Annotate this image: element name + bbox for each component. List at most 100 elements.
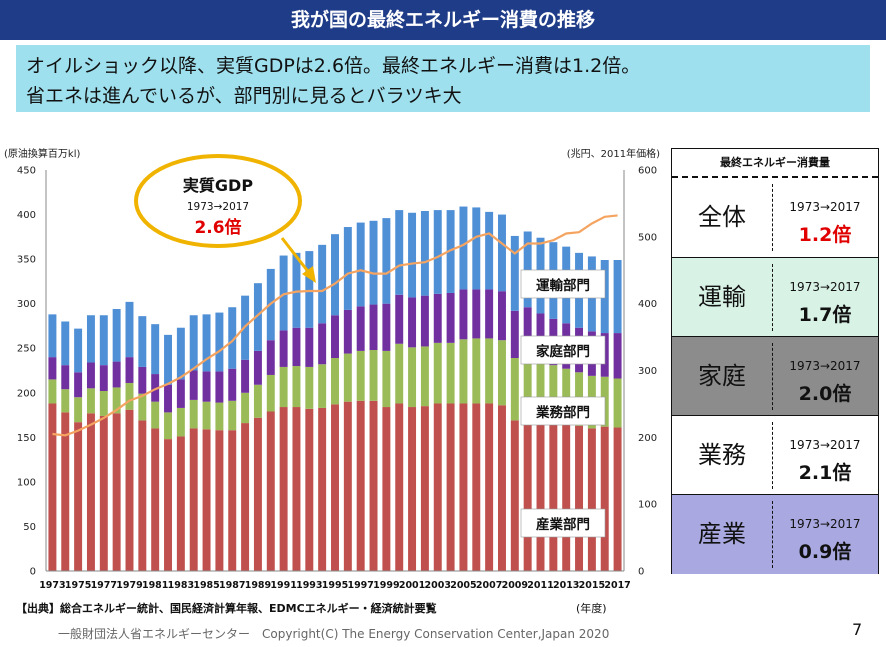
summary-row-ratio: 2.1倍 xyxy=(798,462,852,484)
bar-household-1981 xyxy=(151,374,160,402)
bar-business-1983 xyxy=(176,407,185,437)
bar-industry-1986 xyxy=(215,430,224,571)
bar-transport-1996 xyxy=(343,227,352,310)
summary-row-0: 全体 1973→2017 1.2倍 xyxy=(672,178,878,257)
bar-industry-2003 xyxy=(433,403,442,571)
segment-label-box xyxy=(520,508,606,538)
bar-household-1993 xyxy=(305,327,314,367)
bar-industry-1982 xyxy=(164,439,172,571)
segment-label: 家庭部門 xyxy=(536,343,590,360)
gdp-callout-period: 1973→2017 xyxy=(187,201,249,213)
bar-business-1976 xyxy=(86,388,95,414)
right-axis-tick: 300 xyxy=(638,366,657,377)
summary-row-2: 家庭 1973→2017 2.0倍 xyxy=(672,336,878,416)
x-tick-label: 1993 xyxy=(296,580,322,591)
x-tick-label: 1979 xyxy=(116,580,142,591)
bar-business-1991 xyxy=(279,366,288,408)
bar-business-2009 xyxy=(510,358,519,421)
bar-business-1989 xyxy=(253,384,262,418)
x-tick-label: 2001 xyxy=(399,580,425,591)
bar-industry-1987 xyxy=(228,430,237,571)
bar-business-1984 xyxy=(189,399,198,429)
summary-row-3: 業務 1973→2017 2.1倍 xyxy=(672,415,878,495)
bar-household-1998 xyxy=(369,304,378,351)
bar-transport-1979 xyxy=(125,301,134,358)
segment-label: 運輸部門 xyxy=(536,277,590,294)
bar-household-1977 xyxy=(99,365,108,391)
x-tick-label: 1997 xyxy=(347,580,373,591)
bar-industry-2011 xyxy=(536,420,545,571)
bar-industry-1988 xyxy=(241,423,250,571)
bar-transport-1980 xyxy=(138,316,147,367)
bar-household-1992 xyxy=(292,327,301,367)
summary-row-period: 1973→2017 xyxy=(789,517,861,531)
bar-industry-1985 xyxy=(202,429,211,571)
bar-business-1994 xyxy=(318,364,327,408)
bar-household-2009 xyxy=(510,310,519,359)
bar-industry-2009 xyxy=(510,420,519,571)
bar-transport-1976 xyxy=(86,315,95,363)
x-tick-label: 2013 xyxy=(553,580,579,591)
bar-industry-2017 xyxy=(613,427,622,571)
bar-industry-2016 xyxy=(600,426,609,571)
left-axis-unit: (原油換算百万kl) xyxy=(4,147,80,160)
bar-household-1987 xyxy=(228,368,237,401)
bar-business-1988 xyxy=(241,392,250,424)
left-axis-tick: 0 xyxy=(30,567,36,578)
right-axis-tick: 600 xyxy=(638,166,657,177)
bar-business-1982 xyxy=(164,412,172,440)
bar-transport-2008 xyxy=(498,214,506,292)
bar-household-1978 xyxy=(112,361,121,388)
bar-household-1984 xyxy=(189,370,198,400)
left-axis-tick: 100 xyxy=(17,477,36,488)
bar-household-2005 xyxy=(459,289,468,340)
bar-business-1992 xyxy=(292,366,301,408)
bar-industry-2008 xyxy=(498,405,506,571)
bar-household-2002 xyxy=(420,295,429,347)
bar-business-1998 xyxy=(369,350,378,401)
bar-business-1980 xyxy=(138,393,147,421)
x-tick-label: 1995 xyxy=(322,580,348,591)
bar-business-2013 xyxy=(562,368,571,424)
bar-household-2003 xyxy=(433,293,442,343)
bar-industry-1981 xyxy=(151,428,160,571)
bar-transport-1982 xyxy=(164,334,172,385)
bar-transport-1998 xyxy=(369,220,378,305)
bar-business-1979 xyxy=(125,382,134,410)
x-tick-label: 2017 xyxy=(604,580,630,591)
left-axis-tick: 250 xyxy=(17,344,36,355)
segment-label: 産業部門 xyxy=(536,516,590,533)
x-tick-label: 2003 xyxy=(425,580,451,591)
segment-label: 業務部門 xyxy=(535,404,590,421)
bar-industry-1995 xyxy=(331,404,339,571)
gdp-line xyxy=(52,214,618,437)
x-tick-label: 2009 xyxy=(502,580,528,591)
bar-household-1983 xyxy=(176,379,185,408)
bar-transport-1973 xyxy=(48,314,57,358)
bar-industry-1973 xyxy=(48,403,57,571)
bar-household-1988 xyxy=(241,359,250,393)
bar-household-1994 xyxy=(318,323,327,365)
bar-business-1985 xyxy=(202,401,211,430)
page-number: 7 xyxy=(852,620,863,639)
summary-row-period: 1973→2017 xyxy=(789,438,861,452)
bar-household-1989 xyxy=(253,350,262,385)
x-tick-label: 2011 xyxy=(527,580,553,591)
bar-business-1997 xyxy=(356,350,365,401)
bar-household-2010 xyxy=(523,307,532,356)
bar-industry-1992 xyxy=(292,407,301,571)
bar-transport-1987 xyxy=(228,307,237,369)
bar-industry-2015 xyxy=(587,428,596,571)
bar-business-2008 xyxy=(498,340,506,406)
summary-row-name: 全体 xyxy=(698,203,746,231)
bar-industry-2014 xyxy=(575,425,584,571)
bar-household-1991 xyxy=(279,330,288,367)
bar-household-1976 xyxy=(86,362,95,389)
right-axis-tick: 100 xyxy=(638,500,657,511)
bar-business-1981 xyxy=(151,401,160,429)
bar-business-1995 xyxy=(331,358,339,405)
bar-transport-1984 xyxy=(189,315,198,371)
subtitle-line-1: オイルショック以降、実質GDPは2.6倍。最終エネルギー消費は1.2倍。 xyxy=(26,55,641,77)
bar-industry-1975 xyxy=(74,422,83,571)
bar-transport-1993 xyxy=(305,251,314,328)
